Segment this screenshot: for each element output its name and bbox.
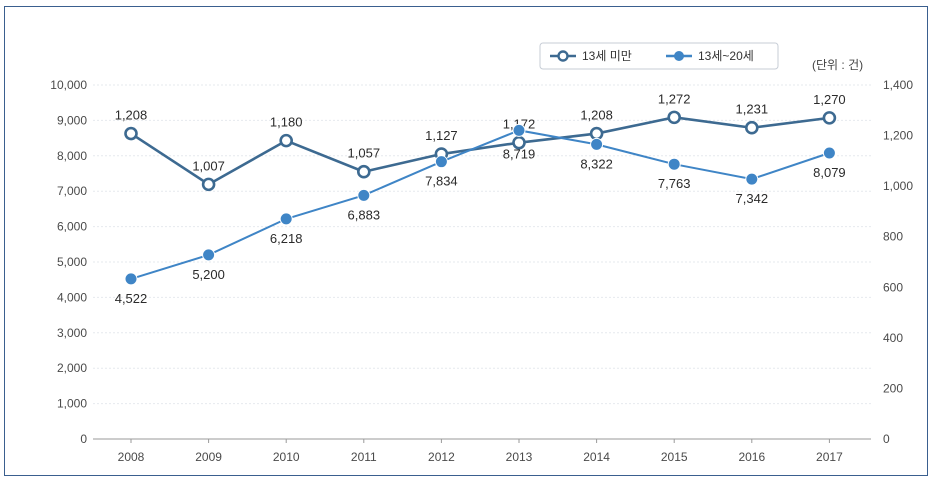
unit-label: (단위 : 건) xyxy=(812,58,863,72)
data-label: 1,180 xyxy=(270,115,303,130)
right-tick-label: 1,400 xyxy=(883,78,913,92)
x-tick-label: 2016 xyxy=(738,450,765,464)
data-label: 1,127 xyxy=(425,128,458,143)
data-point xyxy=(667,157,681,171)
left-tick-label: 10,000 xyxy=(50,78,87,92)
series-layer: 1,2081,0071,1801,0571,1271,1721,2081,272… xyxy=(115,91,846,306)
data-point xyxy=(279,212,293,226)
x-tick-label: 2012 xyxy=(428,450,455,464)
data-label: 8,322 xyxy=(580,156,613,171)
chart-frame: 0 1,000 2,000 3,000 4,000 5,000 6,000 7,000 8,00… xyxy=(4,6,928,476)
x-tick-label: 2010 xyxy=(273,450,300,464)
left-tick-label: 6,000 xyxy=(57,220,87,234)
data-label: 6,883 xyxy=(348,207,381,222)
data-label: 7,342 xyxy=(736,191,769,206)
x-tick-label: 2008 xyxy=(118,450,145,464)
data-label: 7,834 xyxy=(425,174,458,189)
data-point xyxy=(434,155,448,169)
legend-label-1: 13세~20세 xyxy=(698,49,754,63)
data-point xyxy=(201,177,216,192)
data-label: 1,208 xyxy=(580,108,613,123)
data-label: 1,057 xyxy=(348,146,381,161)
right-tick-label: 1,000 xyxy=(883,179,913,193)
legend: 13세 미만 13세~20세 xyxy=(539,42,779,70)
right-axis: 0 200 400 600 800 1,000 1,200 1,400 xyxy=(883,78,913,446)
data-point xyxy=(279,133,294,148)
data-label: 6,218 xyxy=(270,231,303,246)
x-tick-label: 2009 xyxy=(195,450,222,464)
data-point xyxy=(124,272,138,286)
gridlines xyxy=(93,84,871,405)
series-line-0 xyxy=(130,116,830,186)
data-label: 1,272 xyxy=(658,91,691,106)
x-axis: 2008 2009 2010 2011 2012 2013 2014 2015 2016 2017 xyxy=(93,438,871,464)
data-label: 8,079 xyxy=(813,165,846,180)
line-chart: 0 1,000 2,000 3,000 4,000 5,000 6,000 7,000 8,00… xyxy=(50,42,913,464)
data-label: 8,719 xyxy=(503,146,536,161)
data-point xyxy=(124,126,138,141)
data-point xyxy=(745,172,759,186)
data-point xyxy=(512,135,526,150)
data-point xyxy=(202,248,216,262)
data-point xyxy=(822,111,837,125)
left-tick-label: 8,000 xyxy=(57,149,87,163)
data-point xyxy=(590,137,604,151)
x-tick-label: 2014 xyxy=(583,450,610,464)
data-point xyxy=(589,126,604,141)
data-point xyxy=(512,123,526,137)
data-label: 1,231 xyxy=(736,102,769,117)
x-tick-label: 2017 xyxy=(816,450,843,464)
right-tick-label: 200 xyxy=(883,381,903,395)
data-point xyxy=(357,188,371,202)
data-label: 7,763 xyxy=(658,176,691,191)
data-label: 1,208 xyxy=(115,108,148,123)
left-tick-label: 5,000 xyxy=(57,255,87,269)
legend-marker-0 xyxy=(557,50,569,62)
x-tick-label: 2011 xyxy=(351,450,377,464)
left-axis: 0 1,000 2,000 3,000 4,000 5,000 6,000 7,000 8,00… xyxy=(50,78,87,446)
right-tick-label: 400 xyxy=(883,331,903,345)
legend-label-0: 13세 미만 xyxy=(582,49,632,63)
data-point xyxy=(667,110,682,125)
right-tick-label: 1,200 xyxy=(883,129,913,143)
x-tick-label: 2015 xyxy=(661,450,688,464)
data-label: 1,270 xyxy=(813,92,846,107)
left-tick-label: 4,000 xyxy=(57,290,87,304)
right-tick-label: 600 xyxy=(883,280,903,294)
data-point xyxy=(744,120,759,135)
left-tick-label: 1,000 xyxy=(57,397,87,411)
data-point xyxy=(822,146,836,160)
data-label: 5,200 xyxy=(192,267,225,282)
legend-box xyxy=(539,42,779,70)
left-tick-label: 9,000 xyxy=(57,113,87,127)
left-tick-label: 2,000 xyxy=(57,361,87,375)
right-tick-label: 800 xyxy=(883,230,903,244)
x-tick-label: 2013 xyxy=(506,450,533,464)
series-line-1 xyxy=(130,129,830,280)
left-tick-label: 0 xyxy=(80,432,87,446)
data-point xyxy=(356,164,371,179)
data-label: 4,522 xyxy=(115,291,148,306)
left-tick-label: 3,000 xyxy=(57,326,87,340)
left-tick-label: 7,000 xyxy=(57,184,87,198)
right-tick-label: 0 xyxy=(883,432,890,446)
data-label: 1,007 xyxy=(192,158,225,173)
legend-marker-1 xyxy=(674,51,684,61)
